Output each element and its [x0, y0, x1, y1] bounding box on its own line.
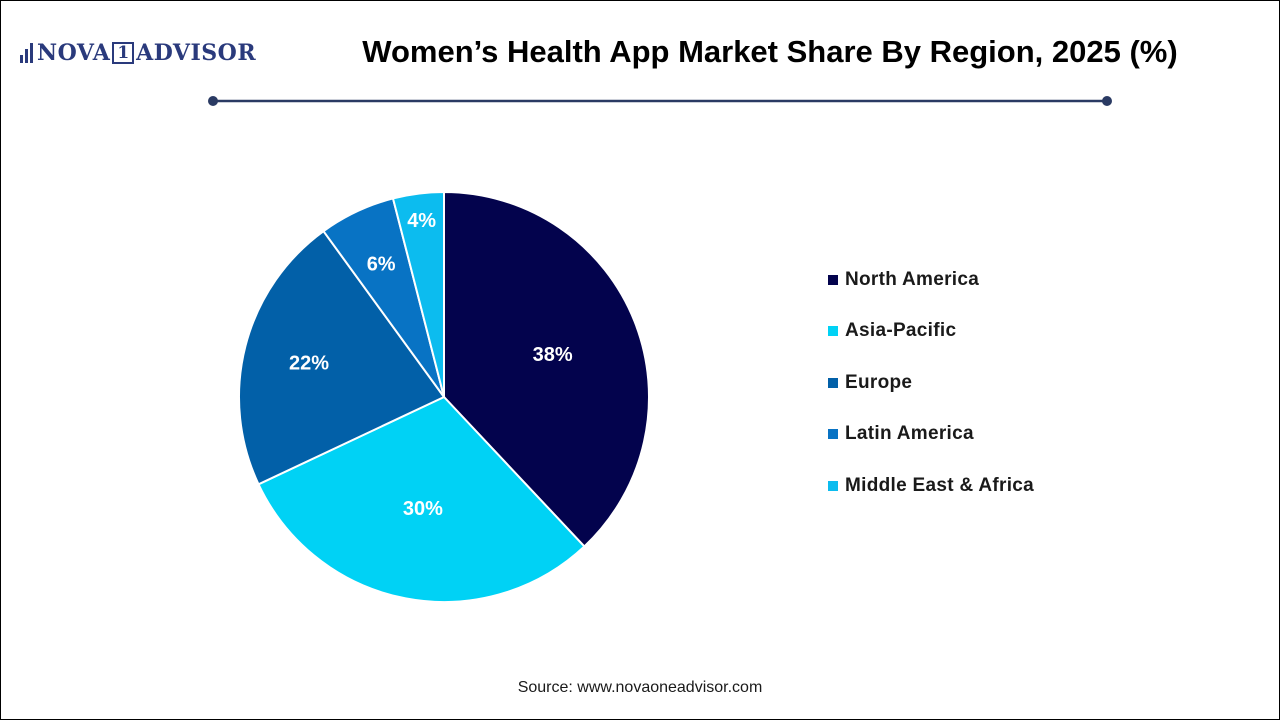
chart-title: Women’s Health App Market Share By Regio… [362, 34, 1178, 69]
legend-swatch [828, 274, 838, 285]
pie-slice-asia-pacific [257, 395, 586, 603]
data-label-latin-america: 6% [367, 253, 396, 275]
legend-item-europe: Europe [828, 357, 1034, 409]
legend-swatch [828, 480, 838, 491]
legend-swatch [828, 429, 838, 440]
legend-swatch [828, 326, 838, 337]
legend-label: North America [845, 268, 980, 290]
data-label-north-america: 38% [533, 344, 573, 366]
source-note: Source: www.novaoneadvisor.com [517, 679, 763, 696]
data-label-europe: 22% [289, 352, 329, 374]
legend-label: Europe [845, 371, 913, 393]
legend-item-middle-east-and-africa: Middle East & Africa [828, 460, 1034, 512]
chart-legend: North America Asia-Pacific Europe Latin Ame… [828, 254, 1034, 512]
logo-bars-icon [20, 43, 33, 63]
data-label-middle-east-and-africa: 4% [407, 210, 436, 232]
legend-item-latin-america: Latin America [828, 409, 1034, 461]
logo-text-right: ADVISOR [136, 40, 257, 66]
logo-text-left: NOVA [37, 40, 111, 66]
legend-swatch [828, 377, 838, 388]
legend-item-asia-pacific: Asia-Pacific [828, 306, 1034, 358]
title-rule [208, 96, 1112, 106]
logo-text-box: 1 [112, 42, 135, 64]
legend-item-north-america: North America [828, 254, 1034, 306]
legend-label: Middle East & Africa [845, 474, 1035, 496]
pie-slice-middle-east-and-africa [391, 190, 445, 398]
data-label-asia-pacific: 30% [403, 498, 443, 520]
legend-label: Asia-Pacific [845, 320, 957, 342]
legend-label: Latin America [845, 423, 974, 445]
pie-slice-europe [238, 229, 446, 486]
pie-slice-north-america [443, 190, 650, 548]
nova-advisor-logo: NOVA 1 ADVISOR [20, 38, 256, 68]
